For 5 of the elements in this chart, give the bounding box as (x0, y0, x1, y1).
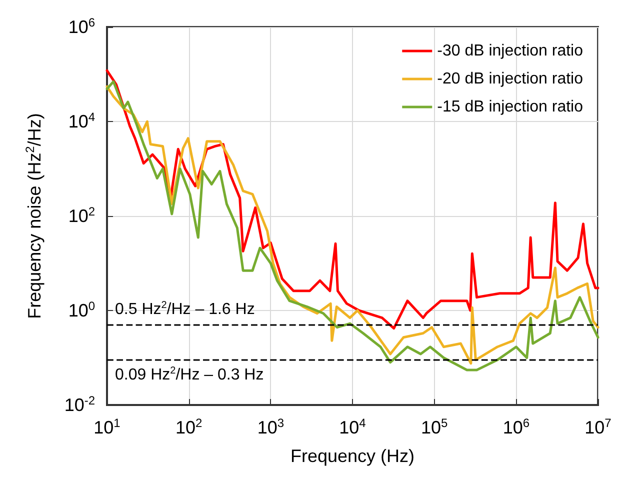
y-axis-title: Frequency noise (Hz2/Hz) (23, 113, 44, 319)
legend-label: -15 dB injection ratio (437, 98, 584, 116)
x-axis-title: Frequency (Hz) (290, 446, 415, 466)
legend-label: -20 dB injection ratio (437, 70, 584, 88)
legend-label: -30 dB injection ratio (437, 42, 584, 60)
